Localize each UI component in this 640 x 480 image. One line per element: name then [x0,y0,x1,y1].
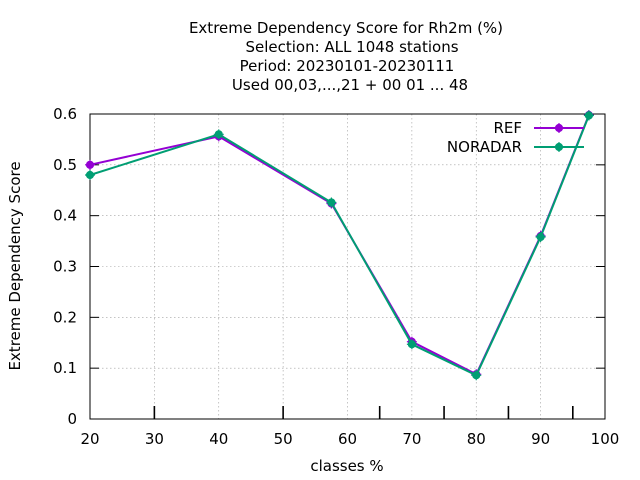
y-tick-label: 0.5 [53,156,77,174]
x-axis-label: classes % [310,457,383,475]
title-line-3: Period: 20230101-20230111 [240,57,455,75]
x-tick-label: 80 [467,430,486,448]
y-tick-label: 0 [67,410,77,428]
data-point-noradar [471,370,482,381]
title-line-2: Selection: ALL 1048 stations [245,38,458,56]
x-tick-label: 20 [80,430,99,448]
y-tick-label: 0.6 [53,105,77,123]
x-tick-label: 40 [209,430,228,448]
title-line-4: Used 00,03,...,21 + 00 01 ... 48 [232,76,468,94]
y-axis-label: Extreme Dependency Score [6,161,24,370]
data-point-noradar [213,129,224,140]
x-tick-label: 30 [145,430,164,448]
data-point-noradar [583,110,594,121]
data-point-noradar [406,339,417,350]
x-tick-label: 70 [402,430,421,448]
y-tick-label: 0.3 [53,258,77,276]
legend-marker-ref [554,123,564,133]
plot-frame [89,113,606,420]
x-tick-label: 60 [338,430,357,448]
data-point-noradar [326,197,337,208]
y-tick-label: 0.1 [53,359,77,377]
y-tick-labels: 0 0.1 0.2 0.3 0.4 0.5 0.6 [53,105,77,428]
x-tick-label: 90 [531,430,550,448]
grid-lines [90,114,605,419]
legend-marker-noradar [554,142,564,152]
chart-title: Extreme Dependency Score for Rh2m (%) Se… [189,19,503,94]
y-tick-label: 0.4 [53,207,77,225]
legend: REF NORADAR [447,119,584,156]
title-line-1: Extreme Dependency Score for Rh2m (%) [189,19,503,37]
data-point-noradar [535,232,546,243]
data-point-noradar [85,170,95,180]
data-point-ref [85,159,95,170]
series-group [85,110,594,381]
x-tick-label: 50 [274,430,293,448]
x-tick-labels: 20 30 40 50 60 70 80 90 100 [80,430,619,448]
axis-ticks [90,113,605,420]
x-tick-label: 100 [591,430,620,448]
legend-label-noradar: NORADAR [447,138,522,156]
y-tick-label: 0.2 [53,308,77,326]
legend-label-ref: REF [493,119,522,137]
